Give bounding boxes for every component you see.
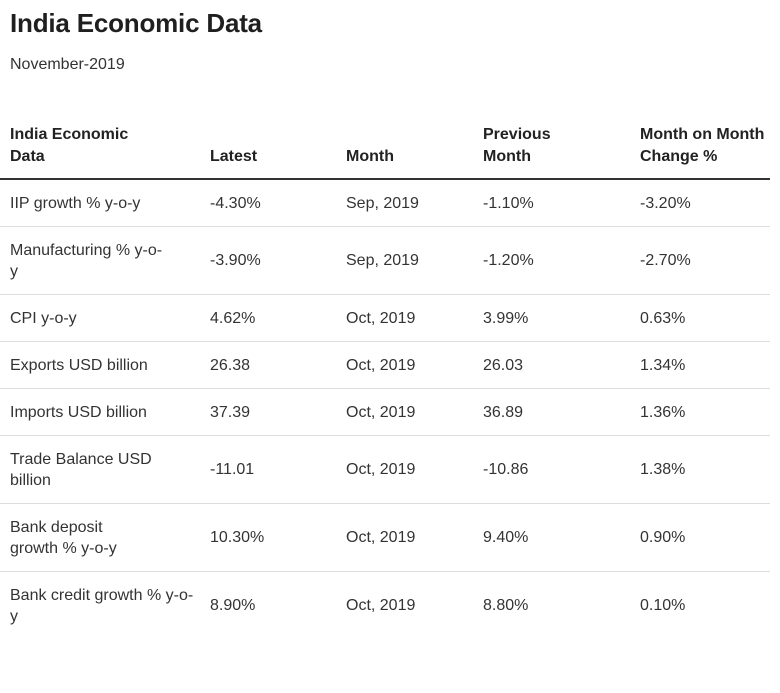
cell-month: Oct, 2019 [336,294,473,342]
cell-indicator: Exports USD billion [0,341,200,389]
header-row: India Economic Data Latest Month Previou… [0,124,770,180]
table-row: Bank credit growth % y-o-y 8.90% Oct, 20… [0,572,770,640]
cell-indicator: Imports USD billion [0,388,200,436]
cell-previous-month: -10.86 [473,435,630,504]
chart-title: India Economic Data [10,8,262,38]
cell-month: Sep, 2019 [336,226,473,295]
cell-month: Oct, 2019 [336,341,473,389]
cell-indicator: IIP growth % y-o-y [0,179,200,227]
cell-indicator: Bank credit growth % y-o-y [10,586,194,625]
cell-previous-month: 3.99% [473,294,630,342]
cell-mom-change: -2.70% [630,226,770,295]
cell-month: Oct, 2019 [336,503,473,572]
cell-previous-month: 26.03 [473,341,630,389]
header-mom-change: Month on Month Change % [630,124,770,180]
cell-mom-change: 0.63% [630,294,770,342]
header-latest: Latest [200,124,336,180]
cell-latest: 8.90% [210,597,256,614]
table-row: Bank deposit growth % y-o-y 10.30% Oct, … [0,503,770,572]
cell-indicator: Manufacturing % y-o-y [0,226,200,295]
cell-latest: 4.62% [200,294,336,342]
header-previous-month: Previous Month [473,124,630,180]
table-row: Manufacturing % y-o-y -3.90% Sep, 2019 -… [0,226,770,295]
table-row: CPI y-o-y 4.62% Oct, 2019 3.99% 0.63% [0,294,770,342]
cell-mom-change: 1.36% [630,388,770,436]
cell-month: Oct, 2019 [336,388,473,436]
cell-mom-change: 1.34% [630,341,770,389]
cell-previous-month: 36.89 [473,388,630,436]
cell-latest: -3.90% [200,226,336,295]
header-indicator: India Economic Data [0,124,200,180]
header-month: Month [336,124,473,180]
cell-latest: 37.39 [200,388,336,436]
cell-mom-change: -3.20% [630,179,770,227]
cell-latest: -11.01 [200,435,336,504]
cell-latest: 26.38 [200,341,336,389]
cell-previous-month: 9.40% [473,503,630,572]
table-row: Imports USD billion 37.39 Oct, 2019 36.8… [0,388,770,436]
economic-data-table: India Economic Data Latest Month Previou… [0,124,770,639]
cell-indicator: CPI y-o-y [0,294,200,342]
cell-mom-change: 0.90% [630,503,770,572]
table-row: Trade Balance USD billion -11.01 Oct, 20… [0,435,770,504]
cell-previous-month: 8.80% [483,597,529,614]
cell-month: Sep, 2019 [336,179,473,227]
cell-mom-change: 0.10% [640,597,686,614]
table-body: IIP growth % y-o-y -4.30% Sep, 2019 -1.1… [0,179,770,639]
cell-indicator: Bank deposit growth % y-o-y [0,503,200,572]
table-header: India Economic Data Latest Month Previou… [0,124,770,180]
cell-previous-month: -1.10% [473,179,630,227]
cell-previous-month: -1.20% [473,226,630,295]
cell-latest: -4.30% [200,179,336,227]
cell-indicator: Trade Balance USD billion [0,435,200,504]
table-row: IIP growth % y-o-y -4.30% Sep, 2019 -1.1… [0,179,770,227]
cell-month: Oct, 2019 [346,597,416,614]
table-row: Exports USD billion 26.38 Oct, 2019 26.0… [0,341,770,389]
cell-mom-change: 1.38% [630,435,770,504]
cell-month: Oct, 2019 [336,435,473,504]
chart-subtitle: November-2019 [10,56,125,73]
cell-latest: 10.30% [200,503,336,572]
